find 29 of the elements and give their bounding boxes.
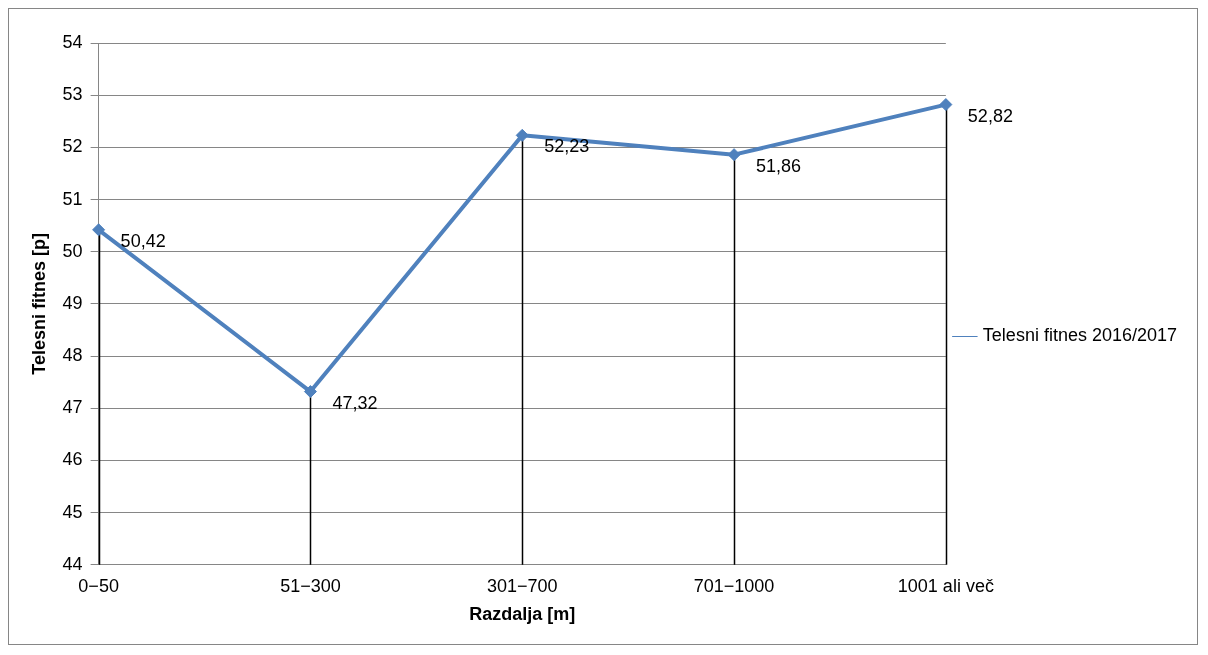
y-tick-label: 47: [62, 397, 83, 418]
data-label: 51,86: [756, 155, 802, 176]
x-axis-title: Razdalja [m]: [469, 604, 576, 625]
data-label: 52,23: [544, 136, 590, 157]
point: [515, 128, 529, 142]
point: [727, 148, 741, 162]
point: [303, 385, 317, 399]
x-tick-label: 1001 ali več: [897, 575, 994, 596]
y-tick-label: 45: [62, 501, 83, 522]
point: [92, 223, 106, 237]
y-axis-title: Telesni fitnes [p]: [28, 233, 49, 375]
y-tick-label: 51: [62, 188, 83, 209]
y-tick-label: 50: [62, 240, 83, 261]
y-tick-label: 48: [62, 345, 83, 366]
data-label: 52,82: [967, 105, 1013, 126]
y-tick-label: 52: [62, 136, 83, 157]
x-tick-label: 0−50: [78, 575, 119, 596]
data-label: 50,42: [120, 230, 166, 251]
y-tick-label: 49: [62, 292, 83, 313]
y-tick-label: 53: [62, 84, 83, 105]
x-tick-label: 701−1000: [693, 575, 775, 596]
x-tick-label: 51−300: [280, 575, 341, 596]
y-tick-label: 54: [62, 31, 83, 52]
y-tick-label: 46: [62, 449, 83, 470]
y-tick-label: 44: [62, 553, 83, 574]
point: [939, 98, 953, 112]
data-label: 47,32: [332, 392, 378, 413]
x-tick-label: 301−700: [486, 575, 558, 596]
legend-label: Telesni fitnes 2016/2017: [982, 325, 1178, 346]
